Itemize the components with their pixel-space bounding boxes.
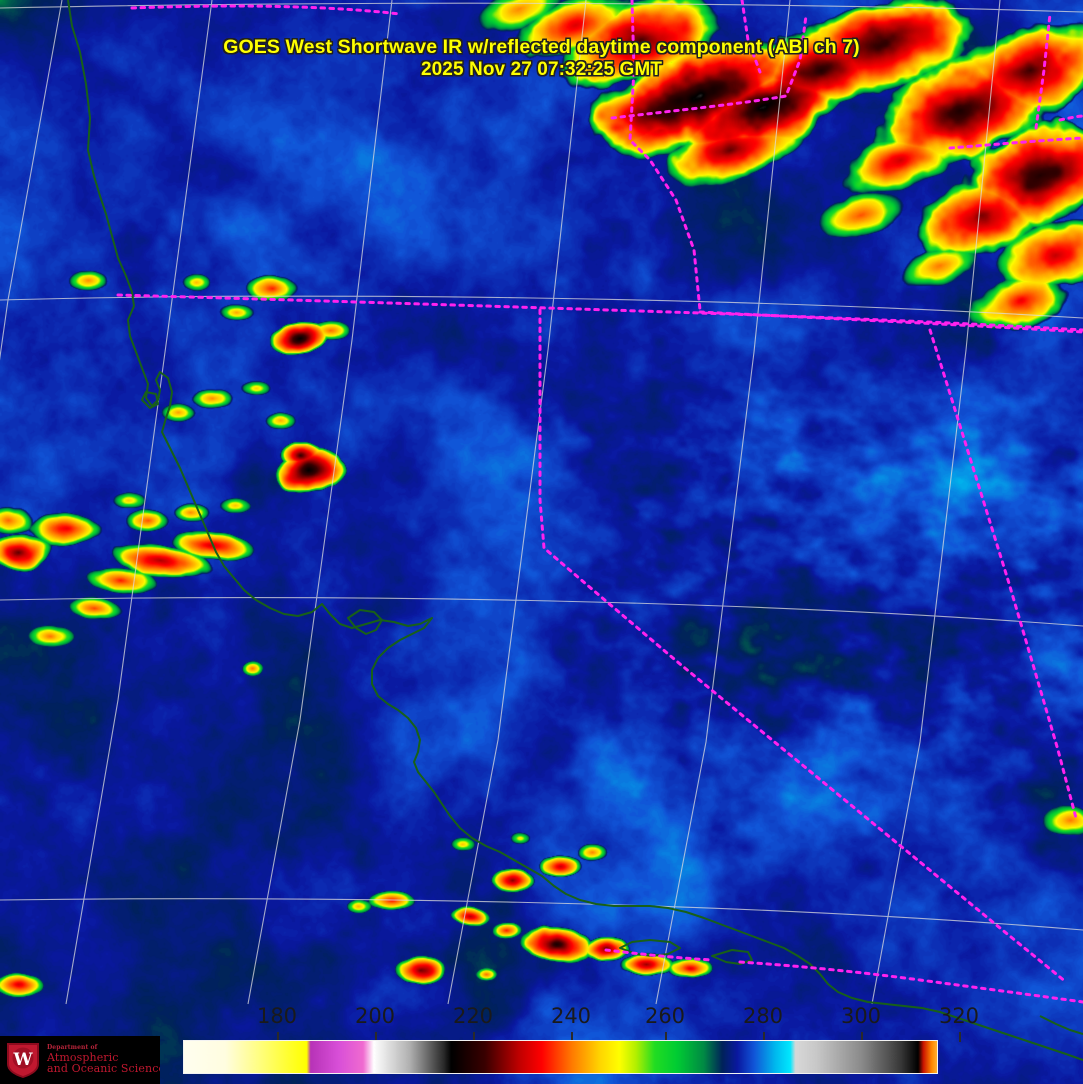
colorbar-gradient-frame [183, 1040, 938, 1074]
colorbar-label-180: 180 [256, 1004, 298, 1028]
colorbar-label-320: 320 [938, 1004, 980, 1028]
uw-crest-icon: W [7, 1043, 39, 1078]
colorbar-label-260: 260 [644, 1004, 686, 1028]
colorbar-tick-260 [665, 1032, 667, 1042]
logo-name-line2: and Oceanic Sciences [47, 1062, 160, 1076]
colorbar-gradient [184, 1041, 937, 1073]
colorbar-label-240: 240 [550, 1004, 592, 1028]
logo-department-line: Department of [47, 1044, 98, 1052]
colorbar-tick-220 [473, 1032, 475, 1042]
svg-text:W: W [12, 1050, 33, 1070]
colorbar-label-280: 280 [742, 1004, 784, 1028]
colorbar-label-220: 220 [452, 1004, 494, 1028]
colorbar-tick-180 [277, 1032, 279, 1042]
colorbar-label-200: 200 [354, 1004, 396, 1028]
colorbar-tick-320 [959, 1032, 961, 1042]
uw-aos-logo: W Department of Atmospheric and Oceanic … [0, 1036, 160, 1084]
colorbar-tick-200 [375, 1032, 377, 1042]
colorbar-tick-280 [763, 1032, 765, 1042]
logo-name-line1: Atmospheric [47, 1050, 119, 1064]
colorbar-tick-300 [861, 1032, 863, 1042]
colorbar-label-300: 300 [840, 1004, 882, 1028]
colorbar-tick-marks [0, 1032, 1083, 1042]
colorbar-tick-240 [571, 1032, 573, 1042]
colorbar-tick-labels: 180 200 220 240 260 280 300 320 [0, 1004, 1083, 1034]
temperature-colorbar: 180 200 220 240 260 280 300 320 [0, 1004, 1083, 1084]
